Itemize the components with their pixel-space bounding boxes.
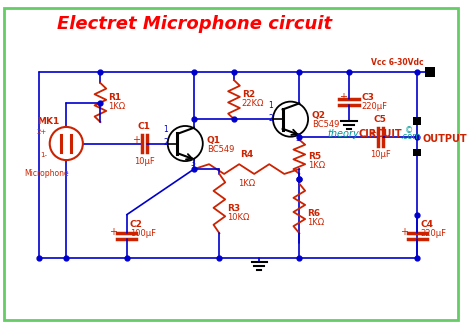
Text: Q1: Q1: [207, 136, 221, 145]
Text: +: +: [368, 128, 376, 138]
Text: Q2: Q2: [312, 111, 326, 120]
Text: BC549: BC549: [312, 119, 339, 129]
Text: 2: 2: [269, 114, 273, 123]
Text: R4: R4: [240, 150, 253, 159]
Text: 1KΩ: 1KΩ: [307, 217, 324, 227]
Bar: [413, 149, 421, 156]
Text: C3: C3: [362, 93, 374, 102]
Text: C5: C5: [374, 115, 387, 124]
Bar: [425, 68, 435, 77]
Text: 2: 2: [164, 138, 168, 147]
Text: MK1: MK1: [37, 117, 59, 126]
Text: Microphone: Microphone: [25, 169, 69, 178]
Text: 1KΩ: 1KΩ: [108, 102, 125, 111]
Text: 220μF: 220μF: [420, 229, 446, 238]
Text: C4: C4: [420, 220, 433, 229]
Text: +: +: [133, 134, 140, 145]
Text: R3: R3: [227, 204, 240, 213]
Text: 22KΩ: 22KΩ: [242, 99, 264, 108]
Text: OUTPUT: OUTPUT: [422, 134, 467, 144]
Text: BC549: BC549: [207, 145, 234, 154]
Text: R1: R1: [108, 93, 121, 102]
Text: 220μF: 220μF: [362, 102, 388, 111]
Bar: [413, 117, 421, 125]
Text: R2: R2: [242, 90, 255, 99]
Text: Electret Microphone circuit: Electret Microphone circuit: [57, 15, 333, 32]
Text: +: +: [109, 227, 117, 237]
Text: 3: 3: [296, 134, 301, 143]
Text: theory: theory: [327, 129, 359, 139]
Text: CIRCUIT: CIRCUIT: [359, 129, 402, 139]
Text: R5: R5: [308, 152, 321, 161]
Text: .com: .com: [400, 132, 420, 141]
Text: 1: 1: [164, 125, 168, 134]
Text: R6: R6: [307, 209, 320, 218]
Text: 3: 3: [191, 158, 195, 168]
Text: Vcc 6-30Vdc: Vcc 6-30Vdc: [372, 57, 424, 67]
Text: +: +: [400, 227, 408, 237]
FancyBboxPatch shape: [4, 8, 458, 320]
Text: 1KΩ: 1KΩ: [238, 179, 255, 188]
Text: ©: ©: [405, 126, 414, 135]
Text: 1: 1: [269, 101, 273, 110]
Text: 1-: 1-: [40, 152, 47, 158]
Text: 2+: 2+: [36, 129, 47, 135]
Text: 10μF: 10μF: [134, 157, 155, 166]
Text: 10μF: 10μF: [370, 150, 391, 158]
Text: 100μF: 100μF: [130, 229, 155, 238]
Text: 1KΩ: 1KΩ: [308, 161, 325, 170]
Text: +: +: [339, 92, 347, 102]
Text: C2: C2: [130, 220, 143, 229]
Text: 10KΩ: 10KΩ: [227, 213, 249, 222]
Text: C1: C1: [138, 122, 151, 131]
